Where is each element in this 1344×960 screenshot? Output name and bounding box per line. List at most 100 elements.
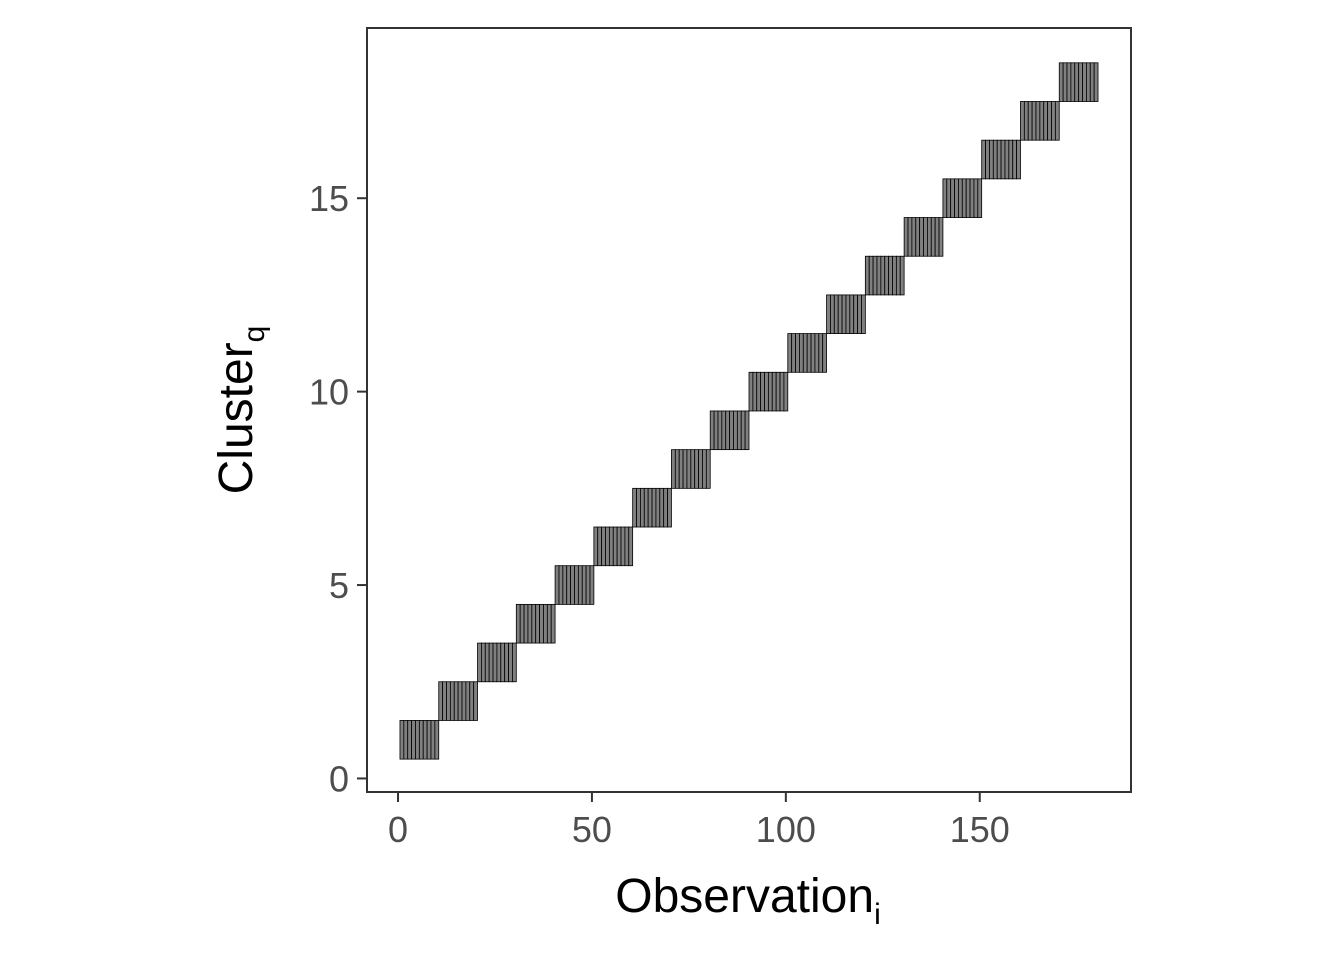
tile bbox=[682, 449, 688, 489]
tile bbox=[671, 449, 676, 489]
tiles-layer bbox=[399, 62, 1099, 760]
tile bbox=[601, 526, 606, 567]
tile bbox=[1093, 62, 1099, 102]
tile bbox=[585, 565, 591, 605]
tile bbox=[973, 178, 979, 218]
tile bbox=[977, 178, 983, 218]
tile bbox=[791, 333, 796, 373]
tile bbox=[461, 681, 467, 721]
tile bbox=[1082, 62, 1087, 102]
tile bbox=[934, 217, 940, 257]
tile bbox=[729, 410, 734, 451]
tile bbox=[566, 565, 572, 605]
tile bbox=[469, 681, 475, 721]
tile bbox=[779, 371, 785, 412]
tile bbox=[512, 642, 517, 683]
x-axis: 0 50 100 150 bbox=[388, 792, 1010, 850]
tile bbox=[457, 681, 463, 721]
tile bbox=[523, 603, 529, 644]
tile bbox=[481, 642, 486, 683]
tile bbox=[818, 333, 824, 373]
tile bbox=[678, 449, 684, 489]
tile bbox=[659, 487, 665, 528]
tile bbox=[764, 371, 769, 412]
tile bbox=[647, 487, 653, 528]
tile bbox=[1031, 101, 1037, 141]
tile bbox=[756, 371, 762, 412]
tile bbox=[767, 371, 773, 412]
tile bbox=[628, 526, 634, 567]
tile bbox=[702, 449, 707, 489]
x-tick-label: 150 bbox=[950, 809, 1010, 850]
tile bbox=[911, 217, 917, 257]
tile bbox=[1047, 101, 1052, 141]
tile bbox=[760, 371, 765, 412]
tile bbox=[446, 681, 451, 721]
tile bbox=[1008, 139, 1014, 180]
tile bbox=[543, 603, 548, 644]
tile bbox=[527, 603, 533, 644]
tile bbox=[620, 526, 626, 567]
tile bbox=[546, 603, 552, 644]
tile bbox=[1020, 101, 1025, 141]
x-axis-title-subscript: i bbox=[874, 898, 881, 931]
tile bbox=[608, 526, 614, 567]
tile bbox=[787, 333, 793, 373]
tile bbox=[550, 603, 556, 644]
tile bbox=[674, 449, 680, 489]
tile bbox=[589, 565, 595, 605]
tile bbox=[872, 255, 878, 296]
tile bbox=[938, 217, 944, 257]
tile bbox=[717, 410, 723, 451]
tile bbox=[1074, 62, 1080, 102]
tile bbox=[418, 720, 424, 760]
tile bbox=[946, 178, 952, 218]
tile bbox=[488, 642, 494, 683]
tile bbox=[496, 642, 502, 683]
tile bbox=[449, 681, 455, 721]
tile bbox=[430, 720, 436, 760]
x-axis-title-main: Observation bbox=[615, 870, 874, 923]
tile bbox=[484, 642, 490, 683]
tile bbox=[477, 642, 482, 683]
tile bbox=[915, 217, 921, 257]
tile bbox=[442, 681, 447, 721]
tile bbox=[799, 333, 804, 373]
tile bbox=[465, 681, 471, 721]
tile bbox=[504, 642, 509, 683]
tile bbox=[833, 294, 839, 334]
tile bbox=[434, 720, 440, 760]
tile bbox=[570, 565, 575, 605]
tile bbox=[624, 526, 630, 567]
tile bbox=[837, 294, 843, 334]
tile bbox=[574, 565, 579, 605]
tile bbox=[632, 487, 637, 528]
tile bbox=[1039, 101, 1045, 141]
tile bbox=[981, 139, 986, 180]
tile bbox=[554, 565, 560, 605]
tile bbox=[636, 487, 641, 528]
y-tick-label: 10 bbox=[309, 372, 349, 413]
tile bbox=[1086, 62, 1091, 102]
tile bbox=[411, 720, 416, 760]
tile bbox=[748, 371, 754, 412]
tile bbox=[1004, 139, 1010, 180]
tile bbox=[1078, 62, 1083, 102]
y-tick-label: 0 bbox=[329, 758, 349, 799]
tile bbox=[705, 449, 711, 489]
tile bbox=[783, 371, 789, 412]
tile bbox=[399, 720, 405, 760]
y-axis: 0 5 10 15 bbox=[309, 178, 367, 799]
tile bbox=[853, 294, 858, 334]
tile bbox=[884, 255, 890, 296]
tile bbox=[926, 217, 932, 257]
tile bbox=[640, 487, 645, 528]
tile bbox=[500, 642, 506, 683]
tile bbox=[1027, 101, 1033, 141]
tile bbox=[989, 139, 994, 180]
tile bbox=[907, 217, 913, 257]
tile bbox=[686, 449, 692, 489]
tile bbox=[849, 294, 855, 334]
tile bbox=[558, 565, 564, 605]
